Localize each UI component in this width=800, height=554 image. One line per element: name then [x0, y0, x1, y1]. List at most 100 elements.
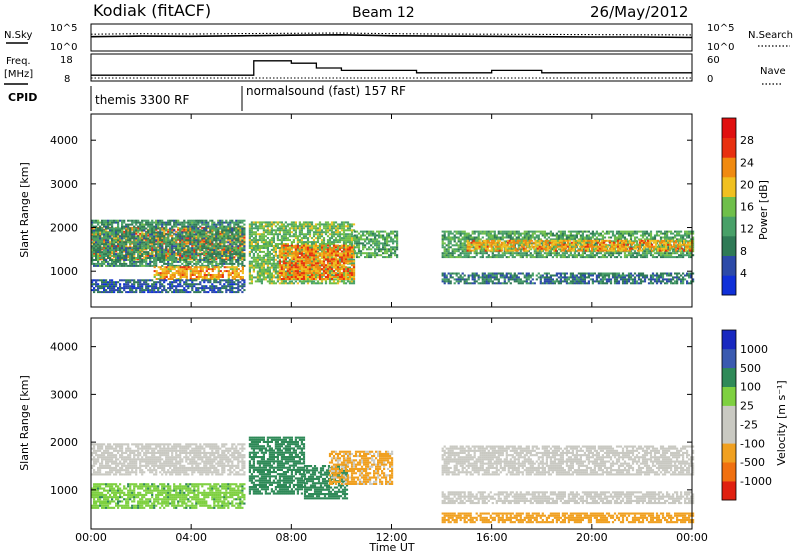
- power-cell: [211, 231, 214, 234]
- power-cell: [149, 247, 152, 250]
- power-cell: [342, 248, 346, 251]
- power-cell: [258, 270, 261, 273]
- power-cell: [340, 276, 344, 278]
- power-cell: [229, 255, 232, 257]
- power-cell: [201, 287, 204, 290]
- power-cell: [187, 264, 190, 267]
- power-cell: [348, 235, 352, 238]
- power-cell: [338, 262, 342, 265]
- power-cell: [129, 260, 132, 263]
- power-cell: [139, 260, 142, 263]
- power-cell: [364, 234, 367, 237]
- power-cell: [348, 256, 352, 259]
- power-cell: [111, 279, 114, 282]
- power-cell: [159, 279, 162, 282]
- power-cell: [185, 233, 188, 236]
- power-cell: [185, 262, 188, 265]
- power-cell: [344, 254, 348, 257]
- power-cell: [93, 239, 96, 242]
- power-cell: [282, 229, 285, 232]
- power-cell: [189, 235, 192, 238]
- power-cell: [300, 244, 303, 247]
- power-cell: [99, 221, 102, 224]
- power-cell: [235, 223, 238, 226]
- power-cell: [278, 239, 281, 242]
- power-cell: [143, 256, 146, 259]
- power-cell: [119, 231, 122, 234]
- power-cell: [145, 289, 148, 292]
- power-cell: [203, 231, 206, 234]
- power-cell: [286, 268, 289, 271]
- power-cell: [131, 262, 134, 265]
- freq-lines: [91, 60, 692, 79]
- power-cell: [334, 241, 338, 244]
- power-cell: [296, 227, 299, 230]
- power-cell: [157, 233, 160, 236]
- power-cell: [332, 256, 336, 259]
- power-cell: [332, 227, 336, 230]
- power-cell: [334, 274, 338, 276]
- power-cell: [159, 227, 162, 230]
- power-cell: [304, 241, 308, 244]
- power-cell: [135, 249, 138, 252]
- power-cell: [157, 235, 160, 238]
- power-cell: [193, 227, 196, 230]
- power-cell: [221, 225, 224, 228]
- power-cell: [384, 256, 387, 259]
- power-cell: [131, 279, 134, 282]
- power-cell: [352, 229, 356, 232]
- power-cell: [195, 268, 198, 271]
- power-cell: [239, 225, 242, 228]
- power-cell: [342, 276, 346, 278]
- power-cell: [310, 272, 314, 275]
- power-cell: [215, 291, 218, 294]
- power-cell: [99, 287, 102, 290]
- power-cell: [105, 228, 108, 231]
- power-cell: [364, 230, 367, 233]
- power-cell: [191, 219, 194, 222]
- power-cell: [237, 264, 240, 267]
- power-cell: [274, 247, 277, 249]
- power-cell: [157, 245, 160, 248]
- power-cell: [332, 254, 336, 257]
- power-cell: [288, 278, 291, 280]
- power-cell: [324, 248, 328, 251]
- power-cell: [300, 258, 303, 261]
- power-cell: [127, 251, 130, 254]
- power-cell: [199, 236, 202, 239]
- power-cell: [109, 219, 112, 222]
- power-cell: [133, 254, 136, 257]
- power-cell: [99, 241, 102, 244]
- power-cell: [127, 287, 130, 290]
- power-cell: [239, 219, 242, 222]
- power-cell: [294, 233, 297, 236]
- power-cell: [357, 242, 361, 245]
- power-cell: [274, 250, 277, 253]
- power-cell: [268, 241, 271, 244]
- power-cell: [187, 221, 190, 224]
- power-cell: [149, 227, 152, 230]
- power-cell: [284, 231, 287, 234]
- power-cell: [252, 233, 255, 236]
- power-cell: [153, 270, 156, 273]
- power-cell: [350, 268, 354, 271]
- power-cell: [262, 274, 265, 277]
- power-cell: [288, 252, 291, 255]
- power-cell: [143, 243, 146, 246]
- power-cell: [310, 262, 314, 265]
- power-cell: [101, 243, 104, 246]
- power-cell: [292, 282, 295, 285]
- power-cell: [107, 225, 110, 228]
- power-cell: [272, 260, 275, 263]
- power-cell: [137, 237, 140, 240]
- power-cell: [314, 268, 318, 271]
- power-cell: [348, 248, 352, 251]
- power-cell: [328, 256, 332, 259]
- power-cell: [109, 283, 112, 286]
- power-cell: [276, 247, 279, 249]
- power-cell: [215, 231, 218, 234]
- power-cell: [237, 229, 240, 232]
- power-cell: [199, 235, 202, 238]
- power-cell: [306, 282, 310, 285]
- power-cell: [117, 253, 120, 256]
